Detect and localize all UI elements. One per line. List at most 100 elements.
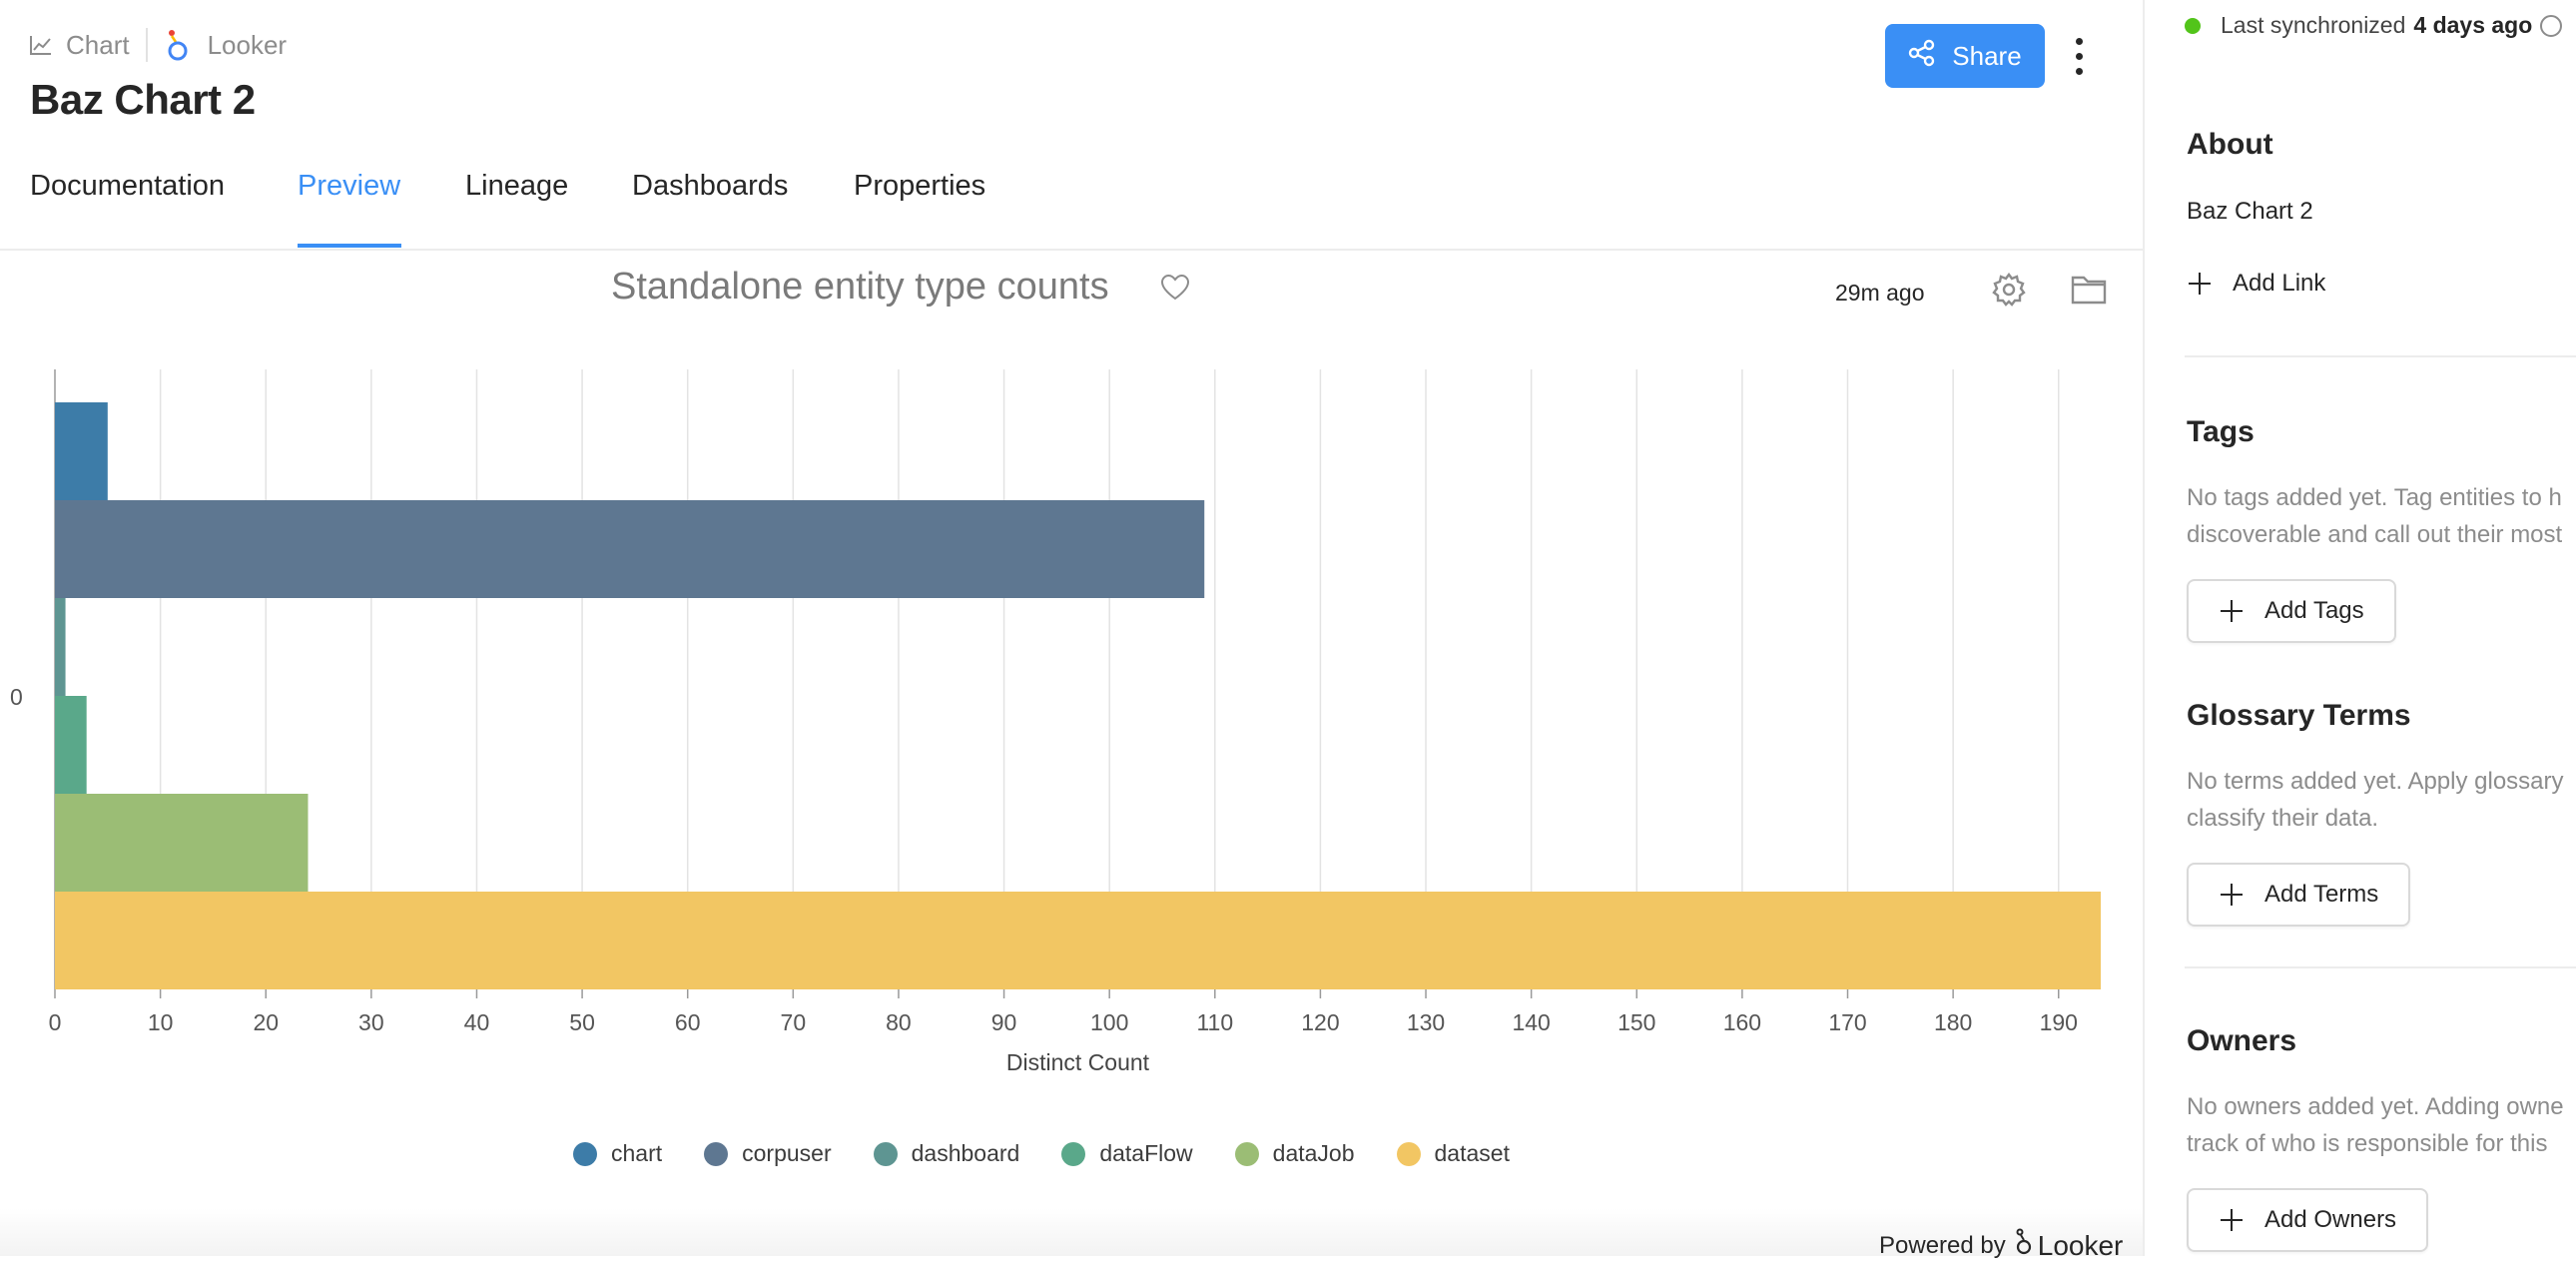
add-tags-label: Add Tags — [2264, 597, 2364, 624]
x-tick-label: 150 — [1617, 1009, 1655, 1035]
sidebar-divider — [2143, 0, 2145, 1256]
tags-empty-line-2: discoverable and call out their most — [2187, 521, 2563, 548]
x-tick-label: 160 — [1723, 1009, 1761, 1035]
legend-swatch-icon — [573, 1141, 597, 1166]
x-axis-label: Distinct Count — [1006, 1049, 1150, 1075]
platform-link[interactable]: Looker — [207, 29, 288, 60]
legend-swatch-icon — [1061, 1141, 1086, 1166]
x-tick-label: 40 — [464, 1009, 490, 1035]
entity-sidebar: Last synchronized 4 days ago About Baz C… — [2145, 0, 2576, 1256]
add-terms-button[interactable]: Add Terms — [2187, 863, 2411, 927]
x-tick-label: 30 — [358, 1009, 384, 1035]
bar-dataFlow — [55, 696, 87, 794]
owners-empty-line-1: No owners added yet. Adding owne — [2187, 1093, 2564, 1120]
folder-icon[interactable] — [2071, 274, 2107, 311]
x-tick-label: 20 — [253, 1009, 279, 1035]
legend-item-dashboard[interactable]: dashboard — [873, 1140, 1020, 1167]
x-tick-label: 0 — [49, 1009, 62, 1035]
section-divider — [2185, 966, 2576, 968]
sync-status-dot-icon — [2185, 17, 2201, 34]
owners-title: Owners — [2187, 1024, 2297, 1057]
owners-empty-text: No owners added yet. Adding owne track o… — [2187, 1088, 2564, 1162]
legend-label: dataset — [1434, 1140, 1510, 1166]
x-tick-label: 90 — [991, 1009, 1017, 1035]
sync-label: Last synchronized — [2221, 12, 2406, 38]
legend-swatch-icon — [704, 1141, 729, 1166]
plus-icon — [2189, 273, 2211, 295]
legend-label: dashboard — [911, 1140, 1020, 1166]
powered-by: Powered by Looker — [1879, 1228, 2123, 1263]
tags-empty-line-1: No tags added yet. Tag entities to h — [2187, 484, 2562, 511]
info-icon[interactable] — [2540, 14, 2563, 37]
plus-icon — [2221, 884, 2243, 906]
x-tick-label: 60 — [675, 1009, 701, 1035]
add-owners-label: Add Owners — [2264, 1206, 2397, 1233]
x-tick-label: 100 — [1090, 1009, 1128, 1035]
x-tick-label: 180 — [1934, 1009, 1972, 1035]
glossary-empty-text: No terms added yet. Apply glossary class… — [2187, 763, 2564, 837]
looker-logo-icon — [164, 28, 190, 62]
x-tick-label: 190 — [2040, 1009, 2078, 1035]
sync-status: Last synchronized 4 days ago — [2185, 12, 2563, 39]
legend-label: corpuser — [742, 1140, 832, 1166]
plus-icon — [2221, 1209, 2243, 1231]
legend-item-dataset[interactable]: dataset — [1396, 1140, 1510, 1167]
legend-swatch-icon — [1396, 1141, 1421, 1166]
looker-mark-icon — [2014, 1228, 2032, 1263]
share-icon — [1908, 39, 1936, 74]
tab-documentation[interactable]: Documentation — [30, 170, 226, 202]
breadcrumb: Chart Looker — [30, 28, 287, 62]
page-title: Baz Chart 2 — [30, 76, 256, 123]
add-terms-label: Add Terms — [2264, 881, 2379, 908]
active-tab-indicator — [298, 244, 401, 248]
gear-icon[interactable] — [1991, 272, 2027, 313]
tab-dashboards[interactable]: Dashboards — [632, 170, 789, 202]
add-owners-button[interactable]: Add Owners — [2187, 1188, 2429, 1252]
more-options-icon[interactable] — [2067, 30, 2091, 82]
bar-dataJob — [55, 794, 309, 892]
share-button[interactable]: Share — [1885, 24, 2045, 88]
owners-empty-line-2: track of who is responsible for this — [2187, 1130, 2548, 1157]
powered-by-brand: Looker — [2037, 1229, 2124, 1261]
x-tick-label: 120 — [1301, 1009, 1339, 1035]
y-category-label: 0 — [10, 684, 23, 710]
share-label: Share — [1952, 40, 2022, 71]
add-link-button[interactable]: Add Link — [2189, 270, 2325, 298]
x-tick-label: 140 — [1512, 1009, 1550, 1035]
glossary-empty-line-2: classify their data. — [2187, 805, 2379, 832]
add-tags-button[interactable]: Add Tags — [2187, 579, 2396, 643]
last-updated-label: 29m ago — [1835, 280, 1925, 306]
x-tick-label: 80 — [886, 1009, 912, 1035]
breadcrumb-divider — [145, 28, 148, 62]
tab-properties[interactable]: Properties — [854, 170, 986, 202]
x-tick-label: 50 — [569, 1009, 595, 1035]
legend-item-corpuser[interactable]: corpuser — [704, 1140, 832, 1167]
bar-chart — [55, 402, 108, 500]
x-tick-label: 70 — [781, 1009, 807, 1035]
legend-swatch-icon — [873, 1141, 898, 1166]
tab-lineage[interactable]: Lineage — [465, 170, 569, 202]
plus-icon — [2221, 600, 2243, 622]
about-description: Baz Chart 2 — [2187, 198, 2313, 225]
legend-item-chart[interactable]: chart — [573, 1140, 662, 1167]
legend-item-dataFlow[interactable]: dataFlow — [1061, 1140, 1193, 1167]
x-tick-label: 130 — [1407, 1009, 1445, 1035]
bar-dataset — [55, 892, 2101, 989]
sync-time: 4 days ago — [2413, 12, 2533, 38]
about-title: About — [2187, 128, 2273, 161]
bar-dashboard — [55, 598, 66, 696]
bar-chart: 0 10 20 30 40 50 60 70 80 90 100 110 120 130 140 150 160… — [10, 369, 2101, 1075]
legend-label: dataJob — [1272, 1140, 1355, 1166]
glossary-terms-title: Glossary Terms — [2187, 699, 2411, 732]
heart-icon[interactable] — [1160, 274, 1190, 307]
tags-title: Tags — [2187, 415, 2254, 448]
entity-type-label: Chart — [66, 29, 130, 60]
legend-label: dataFlow — [1099, 1140, 1193, 1166]
add-link-label: Add Link — [2233, 270, 2326, 297]
bar-corpuser — [55, 500, 1205, 598]
tab-preview[interactable]: Preview — [298, 170, 401, 202]
powered-by-label: Powered by — [1879, 1231, 2006, 1259]
legend-item-dataJob[interactable]: dataJob — [1234, 1140, 1355, 1167]
chart-legend: chart corpuser dashboard dataFlow dataJob dat… — [573, 1140, 1552, 1167]
preview-bottom-fade — [0, 1208, 2143, 1256]
